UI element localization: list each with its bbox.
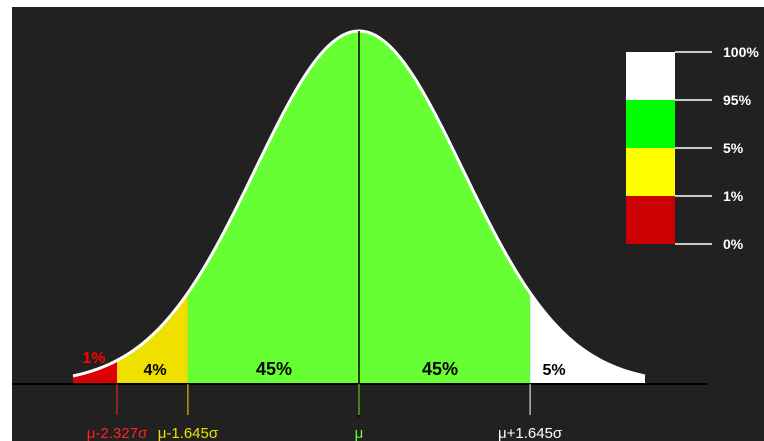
region-fill-2 xyxy=(187,31,359,384)
distribution-chart: 1% 4% 45% 45% 5% μ-2.327σ μ-1.645σ μ μ+1.645σ 100… xyxy=(12,7,764,441)
legend-swatch-3 xyxy=(626,196,675,244)
legend-tick-label-1: 95% xyxy=(723,92,752,108)
legend-tick-label-0: 100% xyxy=(723,44,759,60)
region-fill-4 xyxy=(530,292,645,384)
region-label-0: 1% xyxy=(82,350,105,367)
x-tick-label-0: μ-2.327σ xyxy=(87,425,148,441)
legend-swatch-2 xyxy=(626,148,675,196)
chart-svg: 1% 4% 45% 45% 5% μ-2.327σ μ-1.645σ μ μ+1.645σ 100… xyxy=(12,29,759,441)
region-label-4: 5% xyxy=(542,362,565,379)
region-label-3: 45% xyxy=(422,359,458,379)
region-fill-3 xyxy=(359,31,531,384)
legend-swatch-1 xyxy=(626,100,675,148)
legend-tick-label-2: 5% xyxy=(723,140,744,156)
region-label-1: 4% xyxy=(143,362,166,379)
legend-tick-label-4: 0% xyxy=(723,236,744,252)
x-tick-label-3: μ+1.645σ xyxy=(498,425,563,441)
region-fill-1 xyxy=(116,292,188,384)
x-tick-label-2: μ xyxy=(355,425,364,441)
region-label-2: 45% xyxy=(256,359,292,379)
legend-tick-label-3: 1% xyxy=(723,188,744,204)
x-tick-label-1: μ-1.645σ xyxy=(158,425,219,441)
legend-swatch-0 xyxy=(626,52,675,100)
